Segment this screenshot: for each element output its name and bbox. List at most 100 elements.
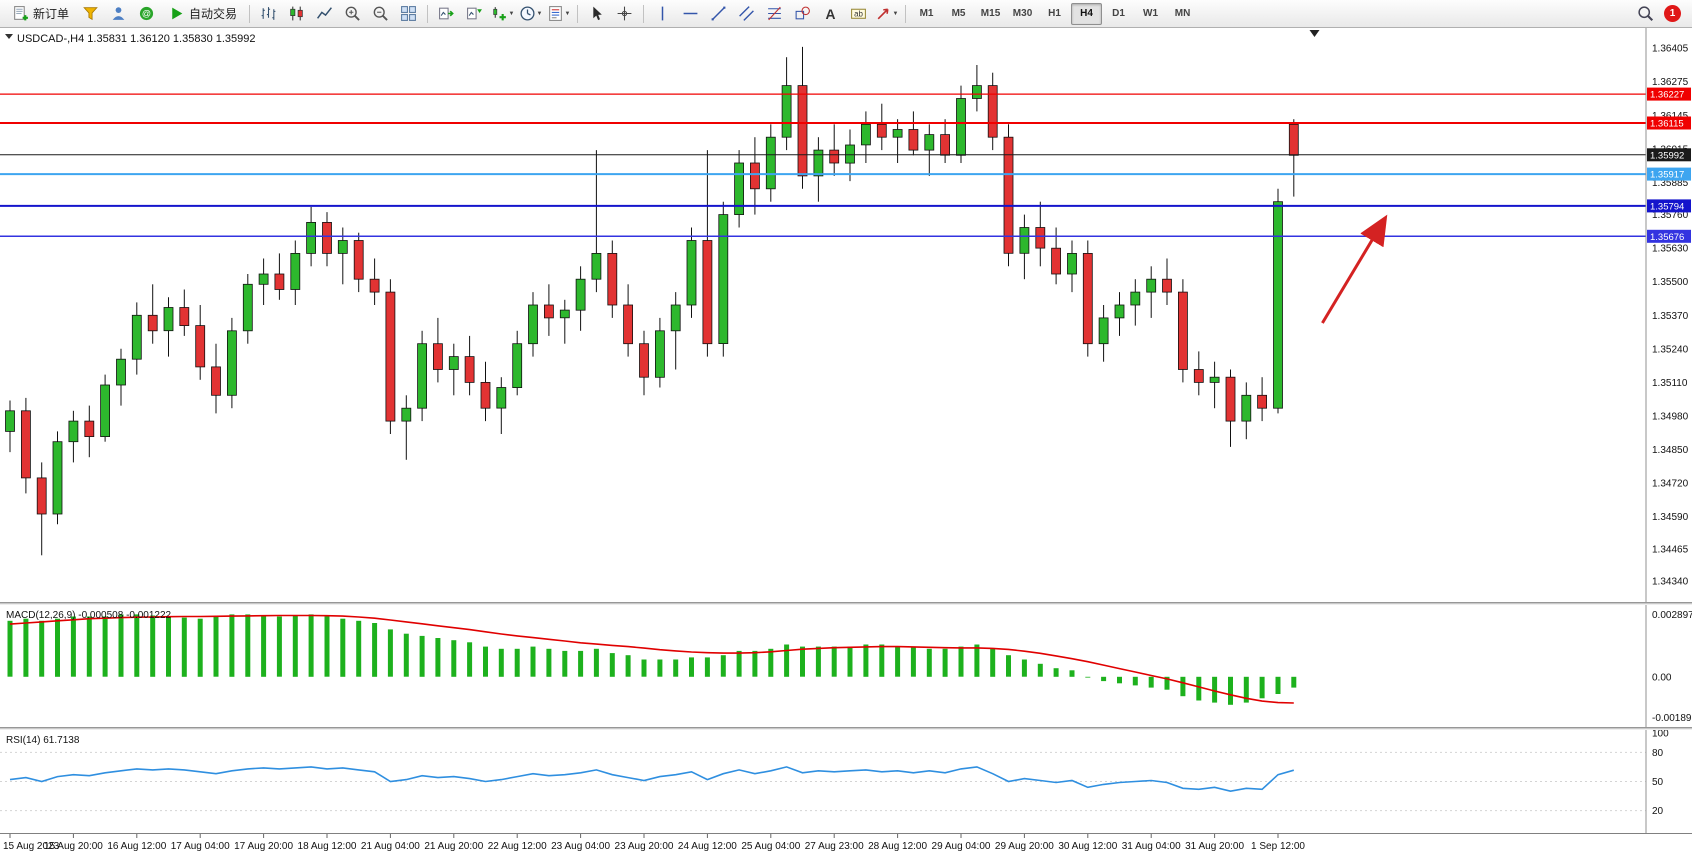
timeframe-h1[interactable]: H1 bbox=[1048, 8, 1061, 19]
macd-label: MACD(12,26,9) -0.000508 -0.001222 bbox=[6, 610, 172, 621]
autotrading-button[interactable]: 自动交易 bbox=[161, 2, 244, 26]
svg-text:1.35370: 1.35370 bbox=[1652, 311, 1689, 322]
arrow-object-icon bbox=[877, 8, 889, 20]
rsi-axis[interactable]: 100 80 50 20 bbox=[1652, 730, 1669, 817]
svg-text:0.002897: 0.002897 bbox=[1652, 610, 1692, 621]
timeframe-m5[interactable]: M5 bbox=[951, 8, 966, 19]
svg-text:80: 80 bbox=[1652, 748, 1664, 759]
svg-text:1.35240: 1.35240 bbox=[1652, 344, 1689, 355]
trendline-button[interactable] bbox=[705, 2, 732, 26]
chart-profile-button[interactable] bbox=[77, 2, 104, 26]
trend-arrow-annotation[interactable] bbox=[1321, 214, 1388, 324]
price-axis[interactable]: 1.364051.362751.361451.360151.358851.357… bbox=[1652, 44, 1689, 588]
macd-axis[interactable]: 0.002897 0.00 -0.001891 bbox=[1652, 610, 1692, 724]
chevron-down-icon: ▼ bbox=[564, 10, 571, 17]
text-button[interactable]: A bbox=[817, 2, 844, 26]
svg-text:-0.001891: -0.001891 bbox=[1652, 713, 1692, 724]
svg-text:0.00: 0.00 bbox=[1652, 672, 1672, 683]
search-icon bbox=[1638, 6, 1654, 22]
macd-histogram[interactable] bbox=[7, 614, 1297, 705]
chevron-down-icon: ▼ bbox=[892, 10, 899, 17]
svg-text:22 Aug 12:00: 22 Aug 12:00 bbox=[488, 841, 547, 852]
svg-text:23 Aug 20:00: 23 Aug 20:00 bbox=[615, 841, 674, 852]
candle-chart-button[interactable] bbox=[283, 2, 310, 26]
new-order-button[interactable]: 新订单 bbox=[5, 2, 76, 26]
tile-windows-icon bbox=[401, 6, 416, 21]
templates-button[interactable]: ▼ bbox=[545, 2, 572, 26]
timeframe-mn[interactable]: MN bbox=[1174, 8, 1191, 19]
candle-chart-icon bbox=[290, 6, 303, 21]
auto-scroll-icon bbox=[439, 7, 454, 20]
svg-text:1.35917: 1.35917 bbox=[1650, 170, 1684, 181]
crosshair-button[interactable] bbox=[611, 2, 638, 26]
svg-text:31 Aug 04:00: 31 Aug 04:00 bbox=[1122, 841, 1181, 852]
text-icon: A bbox=[826, 6, 836, 22]
timeframe-d1[interactable]: D1 bbox=[1112, 8, 1125, 19]
panel-splitter[interactable] bbox=[0, 727, 1692, 730]
fibonacci-button[interactable] bbox=[761, 2, 788, 26]
svg-text:23 Aug 04:00: 23 Aug 04:00 bbox=[551, 841, 610, 852]
arrows-button[interactable]: ▼ bbox=[873, 2, 900, 26]
data-window-button[interactable] bbox=[105, 2, 132, 26]
svg-text:1.35760: 1.35760 bbox=[1652, 210, 1689, 221]
candles[interactable] bbox=[5, 46, 1299, 556]
rsi-indicator-canvas[interactable]: 100 80 50 20 RSI(14) 61.7138 bbox=[0, 730, 1692, 833]
line-chart-button[interactable] bbox=[311, 2, 338, 26]
timeframe-m1[interactable]: M1 bbox=[919, 8, 934, 19]
svg-text:1.35992: 1.35992 bbox=[1650, 150, 1684, 161]
svg-text:30 Aug 12:00: 30 Aug 12:00 bbox=[1058, 841, 1117, 852]
fibonacci-icon bbox=[768, 6, 781, 21]
community-button[interactable]: @ bbox=[133, 2, 160, 26]
panel-splitter[interactable] bbox=[0, 602, 1692, 605]
svg-text:50: 50 bbox=[1652, 777, 1664, 788]
macd-signal-line[interactable] bbox=[9, 614, 1294, 704]
svg-text:1.36275: 1.36275 bbox=[1652, 77, 1689, 88]
svg-text:15 Aug 20:00: 15 Aug 20:00 bbox=[44, 841, 103, 852]
funnel-icon bbox=[83, 7, 98, 21]
channel-button[interactable] bbox=[733, 2, 760, 26]
chevron-down-icon: ▼ bbox=[536, 10, 543, 17]
new-chart-icon bbox=[492, 7, 506, 21]
main-chart-canvas[interactable]: 1.364051.362751.361451.360151.358851.357… bbox=[0, 28, 1692, 602]
rsi-line[interactable] bbox=[9, 766, 1295, 793]
vertical-line-button[interactable] bbox=[649, 2, 676, 26]
horizontal-level-lines[interactable] bbox=[0, 93, 1646, 238]
svg-text:18 Aug 12:00: 18 Aug 12:00 bbox=[298, 841, 357, 852]
crosshair-icon bbox=[617, 6, 632, 21]
community-icon: @ bbox=[139, 6, 154, 21]
timeframe-w1[interactable]: W1 bbox=[1143, 8, 1159, 19]
svg-text:1.35500: 1.35500 bbox=[1652, 277, 1689, 288]
periods-button[interactable]: ▼ bbox=[517, 2, 544, 26]
indicators-button[interactable]: ▼ bbox=[489, 2, 516, 26]
timeframe-h4[interactable]: H4 bbox=[1071, 2, 1103, 25]
svg-text:21 Aug 20:00: 21 Aug 20:00 bbox=[424, 841, 483, 852]
horizontal-line-button[interactable] bbox=[677, 2, 704, 26]
bar-chart-button[interactable] bbox=[255, 2, 282, 26]
zoom-out-button[interactable] bbox=[367, 2, 394, 26]
svg-text:1.35630: 1.35630 bbox=[1652, 244, 1689, 255]
svg-text:@: @ bbox=[142, 9, 151, 19]
search-button[interactable] bbox=[1632, 2, 1659, 26]
zoom-in-icon bbox=[345, 6, 360, 21]
timeframe-m15[interactable]: M15 bbox=[980, 8, 1001, 19]
svg-text:1.36145: 1.36145 bbox=[1652, 111, 1689, 122]
svg-text:1.36405: 1.36405 bbox=[1652, 44, 1689, 55]
svg-text:17 Aug 20:00: 17 Aug 20:00 bbox=[234, 841, 293, 852]
auto-scroll-button[interactable] bbox=[433, 2, 460, 26]
macd-indicator-canvas[interactable]: 0.002897 0.00 -0.001891 MACD(12,26,9) -0.00… bbox=[0, 605, 1692, 727]
chart-shift-marker[interactable] bbox=[1309, 30, 1320, 37]
chart-shift-button[interactable] bbox=[461, 2, 488, 26]
shapes-button[interactable] bbox=[789, 2, 816, 26]
zoom-in-button[interactable] bbox=[339, 2, 366, 26]
cursor-button[interactable] bbox=[583, 2, 610, 26]
tile-windows-button[interactable] bbox=[395, 2, 422, 26]
price-tags: 1.36227 1.36115 1.35992 1.35917 1.35794 1.356… bbox=[1647, 87, 1691, 243]
profile-icon bbox=[112, 7, 125, 20]
text-label-button[interactable]: ab bbox=[845, 2, 872, 26]
notifications-badge[interactable]: 1 bbox=[1664, 5, 1681, 22]
timeframe-m30[interactable]: M30 bbox=[1012, 8, 1033, 19]
svg-text:24 Aug 12:00: 24 Aug 12:00 bbox=[678, 841, 737, 852]
svg-text:21 Aug 04:00: 21 Aug 04:00 bbox=[361, 841, 420, 852]
